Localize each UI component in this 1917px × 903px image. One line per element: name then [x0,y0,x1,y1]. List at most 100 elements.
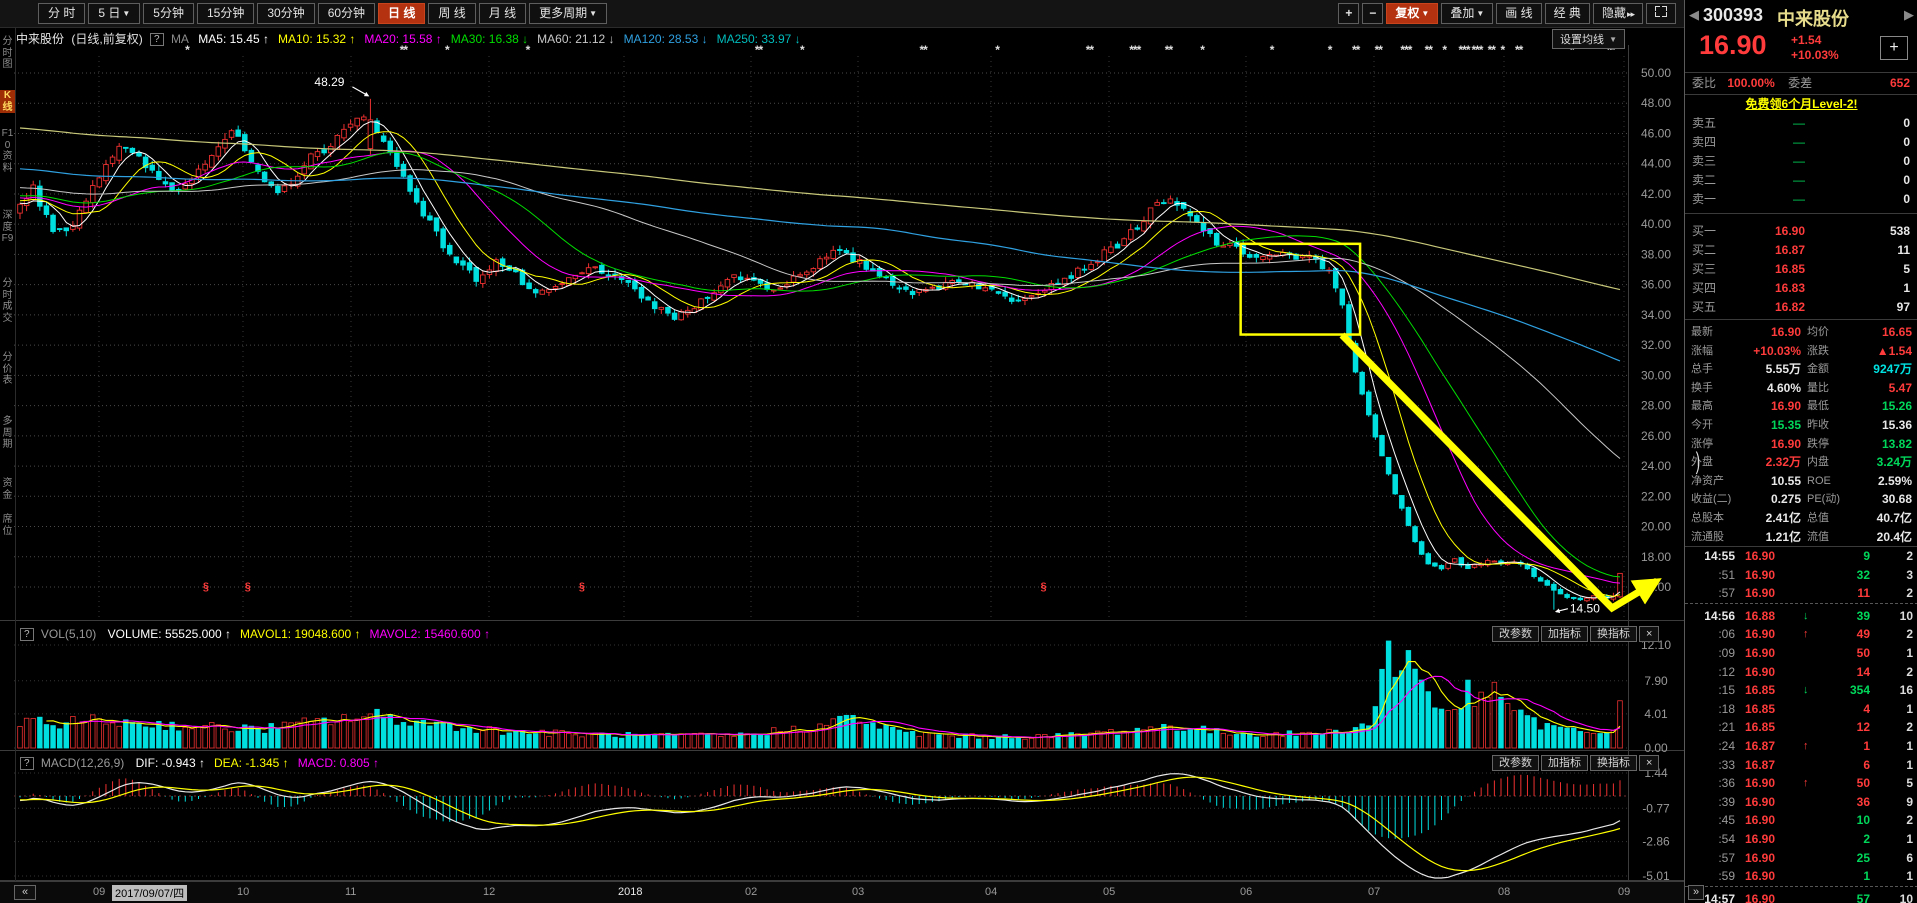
stat-value: 40.7亿 [1876,511,1912,525]
tool-叠加[interactable]: 叠加 ▼ [1441,3,1494,24]
stat-ROE: ROE 2.59% [1807,472,1912,491]
event-marker-icon[interactable]: ** [1488,43,1498,57]
tab-15分钟[interactable]: 15分钟 [196,3,255,24]
event-marker-icon[interactable]: ** [755,43,765,57]
event-marker-icon[interactable]: *** [1129,43,1142,57]
vol-button-加指标[interactable]: 加指标 [1541,626,1588,642]
buy-price: 16.90 [1774,224,1805,238]
stat-外盘: 外盘 2.32万 [1691,453,1801,472]
event-marker-icon[interactable]: * [445,43,451,57]
sidebar-item-多周期[interactable]: 多周期 [2,416,13,450]
tool-画 线[interactable]: 画 线 [1496,3,1542,24]
sidebar-item-资金[interactable]: 资金 [2,478,13,501]
tab-日线[interactable]: 日 线 [378,3,426,24]
scroll-left-button[interactable]: « [14,885,37,900]
tick-price: 16.90 [1745,645,1776,660]
sidebar-item-席位[interactable]: 席位 [2,514,13,537]
sidebar-item-F10资料[interactable]: F10资料 [1,128,14,174]
close-icon[interactable]: × [1639,755,1660,771]
tool-经 典[interactable]: 经 典 [1544,3,1590,24]
next-stock-button[interactable]: ▶ [1904,7,1914,22]
sidebar-item-分价表[interactable]: 分价表 [2,352,13,386]
sidebar-item-深度F9[interactable]: 深度F9 [1,210,14,244]
event-marker-icon[interactable]: ** [919,43,929,57]
event-marker-icon[interactable]: * [185,43,191,57]
event-marker-icon[interactable]: ** [1086,43,1096,57]
set-ma-button[interactable]: 设置均线 ▼ [1552,29,1625,49]
tool-−[interactable]: − [1362,3,1384,24]
weibi-row: 委比 100.00% 委差 652 [1685,72,1917,95]
tick-count: 3 [1906,567,1913,582]
vol-button-改参数[interactable]: 改参数 [1492,626,1539,642]
event-marker-icon[interactable]: * [526,43,532,57]
tab-更多周期[interactable]: 更多周期 ▼ [529,3,608,24]
sidebar-item-分时成交[interactable]: 分时成交 [2,278,13,324]
chevron-down-icon: ▼ [1476,9,1485,18]
panel-collapse-handle[interactable]: ) [1695,448,1701,475]
tick-price: 16.90 [1745,850,1776,865]
event-marker-icon[interactable]: *** [1400,43,1413,57]
event-marker-icon[interactable]: * [1570,43,1576,57]
stat-label: 换手 [1691,381,1713,394]
event-marker-icon[interactable]: * [995,43,1001,57]
tick-volume: 32 [1856,567,1870,582]
help-icon[interactable]: ? [20,757,34,770]
event-marker-icon[interactable]: ** [1375,43,1385,57]
event-marker-icon[interactable]: * [1328,43,1334,57]
buy-row-买一: 买一 16.90 538 [1685,222,1917,241]
dividend-marker-icon[interactable]: § [245,581,251,593]
event-marker-icon[interactable]: ** [1425,43,1435,57]
tab-5日[interactable]: 5 日 ▼ [88,3,141,24]
stats-row: 流通股 1.21亿 流值 20.4亿 [1685,528,1917,547]
tick-time: :57 [1718,850,1735,865]
tab-周线[interactable]: 周 线 [428,3,476,24]
stat-value: 16.90 [1770,325,1801,339]
event-marker-icon[interactable]: ** [1352,43,1362,57]
tab-分时[interactable]: 分 时 [38,3,86,24]
stat-value: 1.21亿 [1765,529,1801,544]
event-marker-icon[interactable]: *** [1459,43,1472,57]
dividend-marker-icon[interactable]: § [203,581,209,593]
vol-button-换指标[interactable]: 换指标 [1590,626,1637,642]
close-icon[interactable]: × [1639,626,1660,642]
event-marker-icon[interactable]: ** [1165,43,1175,57]
macd-button-换指标[interactable]: 换指标 [1590,755,1637,771]
tab-30分钟[interactable]: 30分钟 [257,3,315,24]
buy-qty: 5 [1903,262,1910,276]
event-marker-icon[interactable]: * [800,43,806,57]
fullscreen-icon[interactable] [1646,3,1676,24]
help-icon[interactable]: ? [150,33,164,46]
tab-5分钟[interactable]: 5分钟 [143,3,194,24]
tab-月线[interactable]: 月 线 [478,3,527,24]
dividend-marker-icon[interactable]: § [579,581,585,593]
stat-value: 5.55万 [1765,362,1801,377]
event-marker-icon[interactable]: * [1442,43,1448,57]
time-label-12: 12 [483,886,496,898]
buy-price: 16.85 [1774,262,1805,276]
add-to-watchlist-button[interactable]: + [1880,36,1908,60]
dividend-marker-icon[interactable]: § [1041,581,1047,593]
sidebar-item-分时图[interactable]: 分时图 [2,36,13,70]
event-marker-icon[interactable]: *** [1471,43,1484,57]
tool-复权[interactable]: 复权 ▼ [1386,3,1439,24]
tool-+[interactable]: + [1338,3,1360,24]
event-marker-icon[interactable]: * [1500,43,1506,57]
event-marker-icon[interactable]: ** [1607,43,1617,57]
macd-button-改参数[interactable]: 改参数 [1492,755,1539,771]
event-marker-icon[interactable]: * [1270,43,1276,57]
tab-60分钟[interactable]: 60分钟 [317,3,376,24]
event-marker-icon[interactable]: ** [400,43,410,57]
sidebar-item-K线[interactable]: K线 [0,90,15,113]
stat-label: 外盘 [1691,456,1713,469]
tool-隐藏[interactable]: 隐藏▸▸ [1592,3,1643,24]
event-marker-icon[interactable]: * [1200,43,1206,57]
help-icon[interactable]: ? [20,628,34,641]
kline-chart[interactable]: 50.00 48.00 46.00 44.00 42.00 40.00 38.00 36.00… [0,0,1684,903]
tick-time: :24 [1718,738,1735,753]
prev-stock-button[interactable]: ◀ [1689,7,1699,22]
macd-button-加指标[interactable]: 加指标 [1541,755,1588,771]
level2-promo-link[interactable]: 免费领6个月Level-2! [1745,97,1858,111]
expand-ticks-button[interactable]: » [1688,885,1705,900]
event-marker-icon[interactable]: ** [1515,43,1525,57]
